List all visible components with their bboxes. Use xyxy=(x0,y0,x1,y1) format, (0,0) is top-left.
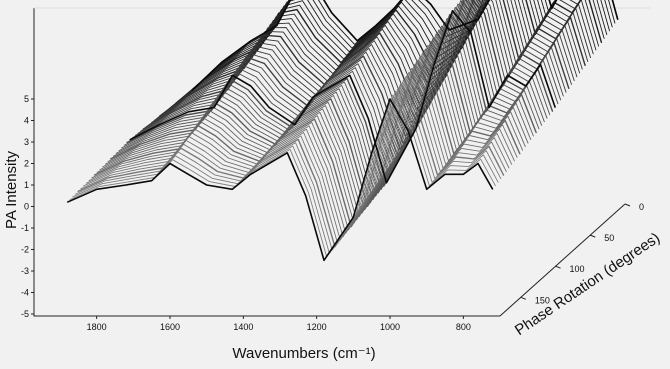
surface-trace xyxy=(72,90,499,254)
surface-trace xyxy=(159,0,586,117)
z-tick-label: 50 xyxy=(604,233,614,243)
y-tick-label: 4 xyxy=(24,116,29,126)
x-tick-label: 1600 xyxy=(160,322,180,332)
y-tick-label: 5 xyxy=(24,94,29,104)
surface-trace xyxy=(148,0,575,137)
y-tick-label: 2 xyxy=(24,159,29,169)
z-tick-label: 150 xyxy=(535,295,550,305)
surface-series-line xyxy=(191,0,619,91)
y-tick-label: -4 xyxy=(21,288,29,298)
z-tick-mark xyxy=(520,296,527,300)
x-tick-label: 1400 xyxy=(233,322,253,332)
surface-series-line xyxy=(66,98,494,262)
z-axis-title: Phase Rotation (degrees) xyxy=(512,229,663,339)
surface-trace xyxy=(75,87,502,251)
surface-series-line xyxy=(129,10,556,184)
z-tick-mark xyxy=(555,265,561,269)
y-tick-label: -3 xyxy=(21,266,29,276)
surface-trace xyxy=(83,75,510,241)
surface-trace xyxy=(161,0,589,115)
x-tick-label: 800 xyxy=(456,322,471,332)
y-tick-label: -2 xyxy=(21,245,29,255)
surface-trace xyxy=(69,94,496,258)
x-tick-label: 1800 xyxy=(87,322,107,332)
axes-frame xyxy=(33,8,500,317)
y-tick-label: 0 xyxy=(24,202,29,212)
surface-trace xyxy=(66,98,494,261)
x-axis-title: Wavenumbers (cm⁻¹) xyxy=(232,345,375,362)
z-tick-label: 100 xyxy=(570,264,585,274)
y-tick-label: -5 xyxy=(21,309,29,319)
z-tick-label: 0 xyxy=(639,202,644,212)
z-tick-mark xyxy=(624,203,631,207)
z-tick-mark xyxy=(590,234,596,238)
y-tick-label: 3 xyxy=(24,137,29,147)
x-tick-label: 1000 xyxy=(380,322,400,332)
x-tick-label: 1200 xyxy=(307,322,327,332)
y-tick-label: -1 xyxy=(21,223,29,233)
y-axis-title: PA Intensity xyxy=(3,150,20,229)
surface-trace xyxy=(91,64,518,231)
surface-trace xyxy=(77,83,505,248)
surface-trace xyxy=(80,79,507,244)
y-tick-label: 1 xyxy=(24,180,29,190)
